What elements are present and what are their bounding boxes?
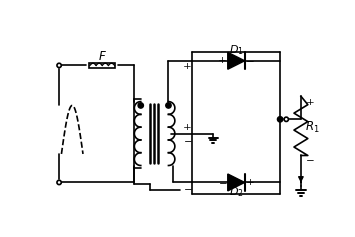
Text: +: + <box>183 123 192 132</box>
Text: $R_1$: $R_1$ <box>305 119 320 135</box>
Text: $D_1$: $D_1$ <box>229 43 244 57</box>
Polygon shape <box>228 174 245 191</box>
Circle shape <box>284 117 288 121</box>
Circle shape <box>57 63 61 68</box>
Text: $-$: $-$ <box>218 178 227 187</box>
Circle shape <box>57 180 61 185</box>
Circle shape <box>166 103 171 108</box>
Circle shape <box>277 117 283 122</box>
Text: $F$: $F$ <box>98 50 107 63</box>
Text: +: + <box>183 62 192 71</box>
Text: $D_2$: $D_2$ <box>229 185 244 199</box>
Text: +: + <box>306 98 315 107</box>
Text: +: + <box>218 56 227 65</box>
Bar <box>89 63 115 68</box>
Text: $-$: $-$ <box>305 155 315 164</box>
Text: $-$: $-$ <box>183 136 192 145</box>
Circle shape <box>138 103 143 108</box>
Text: $-$: $-$ <box>183 184 192 193</box>
Text: +: + <box>246 178 255 187</box>
Polygon shape <box>228 52 245 69</box>
Text: $-$: $-$ <box>245 56 255 65</box>
